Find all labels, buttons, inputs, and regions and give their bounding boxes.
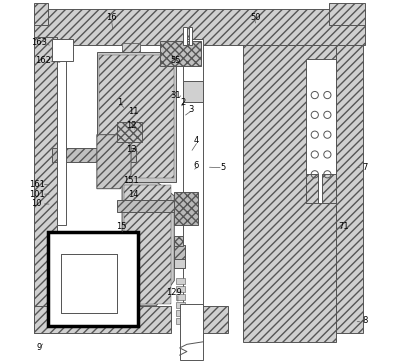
Bar (174, 245, 185, 259)
Text: 161: 161 (29, 180, 45, 189)
Text: 10: 10 (32, 199, 42, 208)
Bar (176, 278, 185, 284)
Text: 11: 11 (128, 107, 138, 116)
Text: 162: 162 (35, 56, 51, 65)
Text: 6: 6 (193, 161, 199, 170)
Bar (99, 56, 174, 178)
Text: 1: 1 (117, 98, 122, 107)
Bar (52, 39, 73, 61)
Text: 151: 151 (123, 176, 139, 185)
Text: 163: 163 (31, 38, 47, 47)
Bar (174, 236, 183, 246)
Bar (183, 81, 203, 102)
Text: 9: 9 (37, 343, 42, 352)
Bar (183, 39, 203, 306)
Text: 8: 8 (363, 316, 368, 325)
Bar (160, 41, 201, 66)
Bar (200, 306, 228, 333)
Bar (57, 45, 66, 225)
Bar (117, 122, 142, 142)
Bar (306, 174, 318, 203)
Bar (183, 26, 187, 45)
Bar (336, 45, 363, 333)
Bar (124, 185, 171, 304)
Bar (189, 26, 192, 45)
Bar (243, 45, 336, 342)
Text: 15: 15 (116, 222, 126, 231)
Text: 4: 4 (193, 135, 199, 144)
Bar (34, 37, 57, 333)
Text: 71: 71 (338, 222, 349, 231)
Text: 129: 129 (166, 288, 182, 297)
Bar (122, 43, 140, 306)
Text: 101: 101 (29, 189, 45, 199)
Text: 5: 5 (220, 163, 225, 172)
Bar (176, 310, 185, 316)
Bar (176, 318, 185, 324)
Bar (52, 148, 136, 162)
Bar (50, 234, 136, 324)
Bar (329, 3, 365, 25)
Text: 3: 3 (188, 105, 193, 114)
Bar (180, 304, 203, 360)
Bar (306, 59, 336, 203)
Bar (122, 43, 140, 306)
Text: 13: 13 (126, 144, 136, 154)
Bar (322, 174, 336, 203)
Text: 12: 12 (126, 121, 136, 130)
Text: 2: 2 (181, 98, 186, 107)
Bar (61, 253, 117, 313)
Bar (34, 9, 365, 45)
Text: 14: 14 (128, 189, 138, 199)
Text: 55: 55 (171, 56, 181, 65)
Polygon shape (97, 135, 131, 189)
Bar (117, 200, 185, 212)
Bar (61, 253, 117, 313)
Text: 7: 7 (363, 163, 368, 172)
Bar (176, 294, 185, 300)
Polygon shape (122, 182, 174, 306)
Bar (48, 232, 138, 326)
Bar (176, 286, 185, 292)
Bar (34, 3, 48, 25)
Bar (34, 306, 171, 333)
Text: 50: 50 (250, 13, 261, 22)
Polygon shape (97, 52, 176, 182)
Bar (174, 192, 198, 225)
Bar (174, 259, 185, 268)
Bar (176, 302, 185, 308)
Text: 31: 31 (171, 90, 182, 99)
Text: 16: 16 (106, 13, 117, 22)
